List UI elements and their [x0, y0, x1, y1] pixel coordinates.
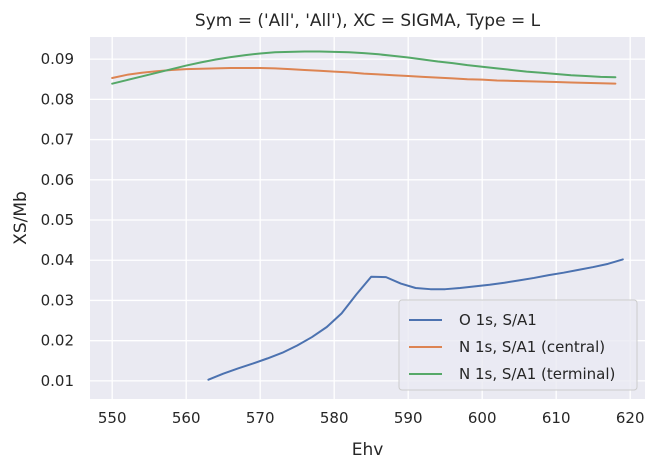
x-tick-label: 550 [98, 409, 127, 427]
legend-label: N 1s, S/A1 (central) [459, 338, 605, 356]
series-line-1 [207, 258, 624, 381]
y-tick-label: 0.08 [41, 90, 74, 108]
legend-items: O 1s, S/A1 N 1s, S/A1 (central) N 1s, S/A1… [409, 311, 615, 383]
x-axis-label: Ehv [352, 440, 384, 460]
y-axis-label: XS/Mb [11, 191, 31, 245]
x-tick-label: 580 [320, 409, 349, 427]
y-tick-label: 0.04 [41, 251, 74, 269]
series-lines [111, 50, 624, 381]
legend-label: O 1s, S/A1 [459, 311, 537, 329]
y-tick-label: 0.03 [41, 291, 74, 309]
y-tick-label: 0.02 [41, 332, 74, 350]
y-tick-label: 0.07 [41, 131, 74, 149]
x-tick-label: 610 [542, 409, 571, 427]
x-tick-label: 560 [172, 409, 201, 427]
x-tick-label: 600 [468, 409, 497, 427]
x-tick-label: 590 [394, 409, 423, 427]
y-tick-label: 0.05 [41, 211, 74, 229]
x-tick-label: 570 [246, 409, 275, 427]
y-tick-label: 0.01 [41, 372, 74, 390]
chart-title: Sym = ('All', 'All'), XC = SIGMA, Type =… [195, 11, 541, 31]
x-tick-label: 620 [616, 409, 645, 427]
y-tick-labels: 0.01 0.02 0.03 0.04 0.05 0.06 0.07 0.08 0.09 [41, 50, 74, 390]
y-tick-label: 0.09 [41, 50, 74, 68]
legend-box [398, 299, 638, 391]
legend-label: N 1s, S/A1 (terminal) [459, 365, 615, 383]
y-tick-label: 0.06 [41, 171, 74, 189]
series-line-3 [111, 50, 617, 85]
series-line-2 [111, 66, 617, 85]
legend: O 1s, S/A1 N 1s, S/A1 (central) N 1s, S/A1… [398, 299, 638, 391]
x-tick-labels: 550 560 570 580 590 600 610 620 [98, 409, 645, 427]
